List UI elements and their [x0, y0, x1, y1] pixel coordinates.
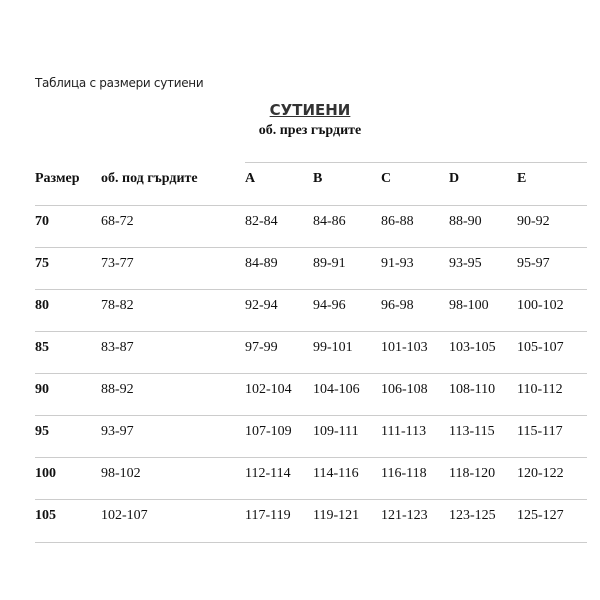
table-cell: 89-91 — [313, 256, 346, 271]
table-cell: 107-109 — [245, 424, 292, 439]
table-cell: 119-121 — [313, 508, 360, 523]
column-header: E — [517, 171, 527, 186]
table-cell: 95-97 — [517, 256, 550, 271]
divider — [245, 162, 587, 163]
table-cell: 86-88 — [381, 214, 414, 229]
table-cell: 105 — [35, 508, 56, 523]
table-cell: 93-97 — [101, 424, 134, 439]
table-cell: 114-116 — [313, 466, 359, 481]
table-row: 105 102-107 117-119 119-121 121-123 123-125 12… — [35, 499, 587, 543]
table-cell: 99-101 — [313, 340, 353, 355]
table-cell: 75 — [35, 256, 49, 271]
table-row: 100 98-102 112-114 114-116 116-118 118-120 120… — [35, 457, 587, 500]
table-cell: 116-118 — [381, 466, 427, 481]
table-cell: 88-92 — [101, 382, 134, 397]
table-cell: 106-108 — [381, 382, 428, 397]
table-cell: 91-93 — [381, 256, 414, 271]
column-header: Размер — [35, 171, 80, 186]
table-cell: 118-120 — [449, 466, 496, 481]
table-subtitle: об. през гърдите — [258, 123, 362, 138]
table-row: 85 83-87 97-99 99-101 101-103 103-105 105-107 — [35, 331, 587, 374]
table-title: СУТИЕНИ — [269, 101, 351, 119]
column-header: C — [381, 171, 392, 186]
table-cell: 103-105 — [449, 340, 496, 355]
table-cell: 94-96 — [313, 298, 346, 313]
table-cell: 93-95 — [449, 256, 482, 271]
table-cell: 82-84 — [245, 214, 278, 229]
table-cell: 78-82 — [101, 298, 134, 313]
table-cell: 84-86 — [313, 214, 346, 229]
table-cell: 110-112 — [517, 382, 563, 397]
table-cell: 111-113 — [381, 424, 427, 439]
table-cell: 95 — [35, 424, 49, 439]
caption: Таблица с размери сутиени — [35, 76, 204, 90]
table-cell: 83-87 — [101, 340, 134, 355]
table-cell: 98-100 — [449, 298, 489, 313]
table-cell: 90 — [35, 382, 49, 397]
table-row: 75 73-77 84-89 89-91 91-93 93-95 95-97 — [35, 247, 587, 290]
table-cell: 123-125 — [449, 508, 496, 523]
table-cell: 73-77 — [101, 256, 134, 271]
column-header: об. под гърдите — [101, 171, 198, 186]
table-cell: 125-127 — [517, 508, 564, 523]
table-cell: 98-102 — [101, 466, 141, 481]
table-row: 80 78-82 92-94 94-96 96-98 98-100 100-102 — [35, 289, 587, 332]
table-cell: 85 — [35, 340, 49, 355]
table-cell: 117-119 — [245, 508, 291, 523]
table-cell: 70 — [35, 214, 49, 229]
column-header: B — [313, 171, 323, 186]
table-cell: 80 — [35, 298, 49, 313]
table-cell: 90-92 — [517, 214, 550, 229]
table-cell: 88-90 — [449, 214, 482, 229]
column-header: A — [245, 171, 256, 186]
table-cell: 101-103 — [381, 340, 428, 355]
table-cell: 109-111 — [313, 424, 359, 439]
table-cell: 115-117 — [517, 424, 563, 439]
table-cell: 100 — [35, 466, 56, 481]
table-cell: 112-114 — [245, 466, 291, 481]
table-row: 95 93-97 107-109 109-111 111-113 113-115 115-1… — [35, 415, 587, 458]
table-cell: 102-107 — [101, 508, 148, 523]
table-cell: 102-104 — [245, 382, 292, 397]
table-cell: 113-115 — [449, 424, 495, 439]
table-cell: 108-110 — [449, 382, 496, 397]
column-header: D — [449, 171, 460, 186]
table-cell: 92-94 — [245, 298, 278, 313]
table-cell: 100-102 — [517, 298, 564, 313]
table-cell: 97-99 — [245, 340, 278, 355]
header-row: Размер об. под гърдите A B C D E — [35, 163, 587, 205]
table-row: 90 88-92 102-104 104-106 106-108 108-110 110-1… — [35, 373, 587, 416]
table-cell: 68-72 — [101, 214, 134, 229]
table-cell: 84-89 — [245, 256, 278, 271]
table-cell: 121-123 — [381, 508, 428, 523]
table-cell: 96-98 — [381, 298, 414, 313]
table-cell: 105-107 — [517, 340, 564, 355]
table-cell: 104-106 — [313, 382, 360, 397]
table-cell: 120-122 — [517, 466, 564, 481]
table-row: 70 68-72 82-84 84-86 86-88 88-90 90-92 — [35, 205, 587, 248]
